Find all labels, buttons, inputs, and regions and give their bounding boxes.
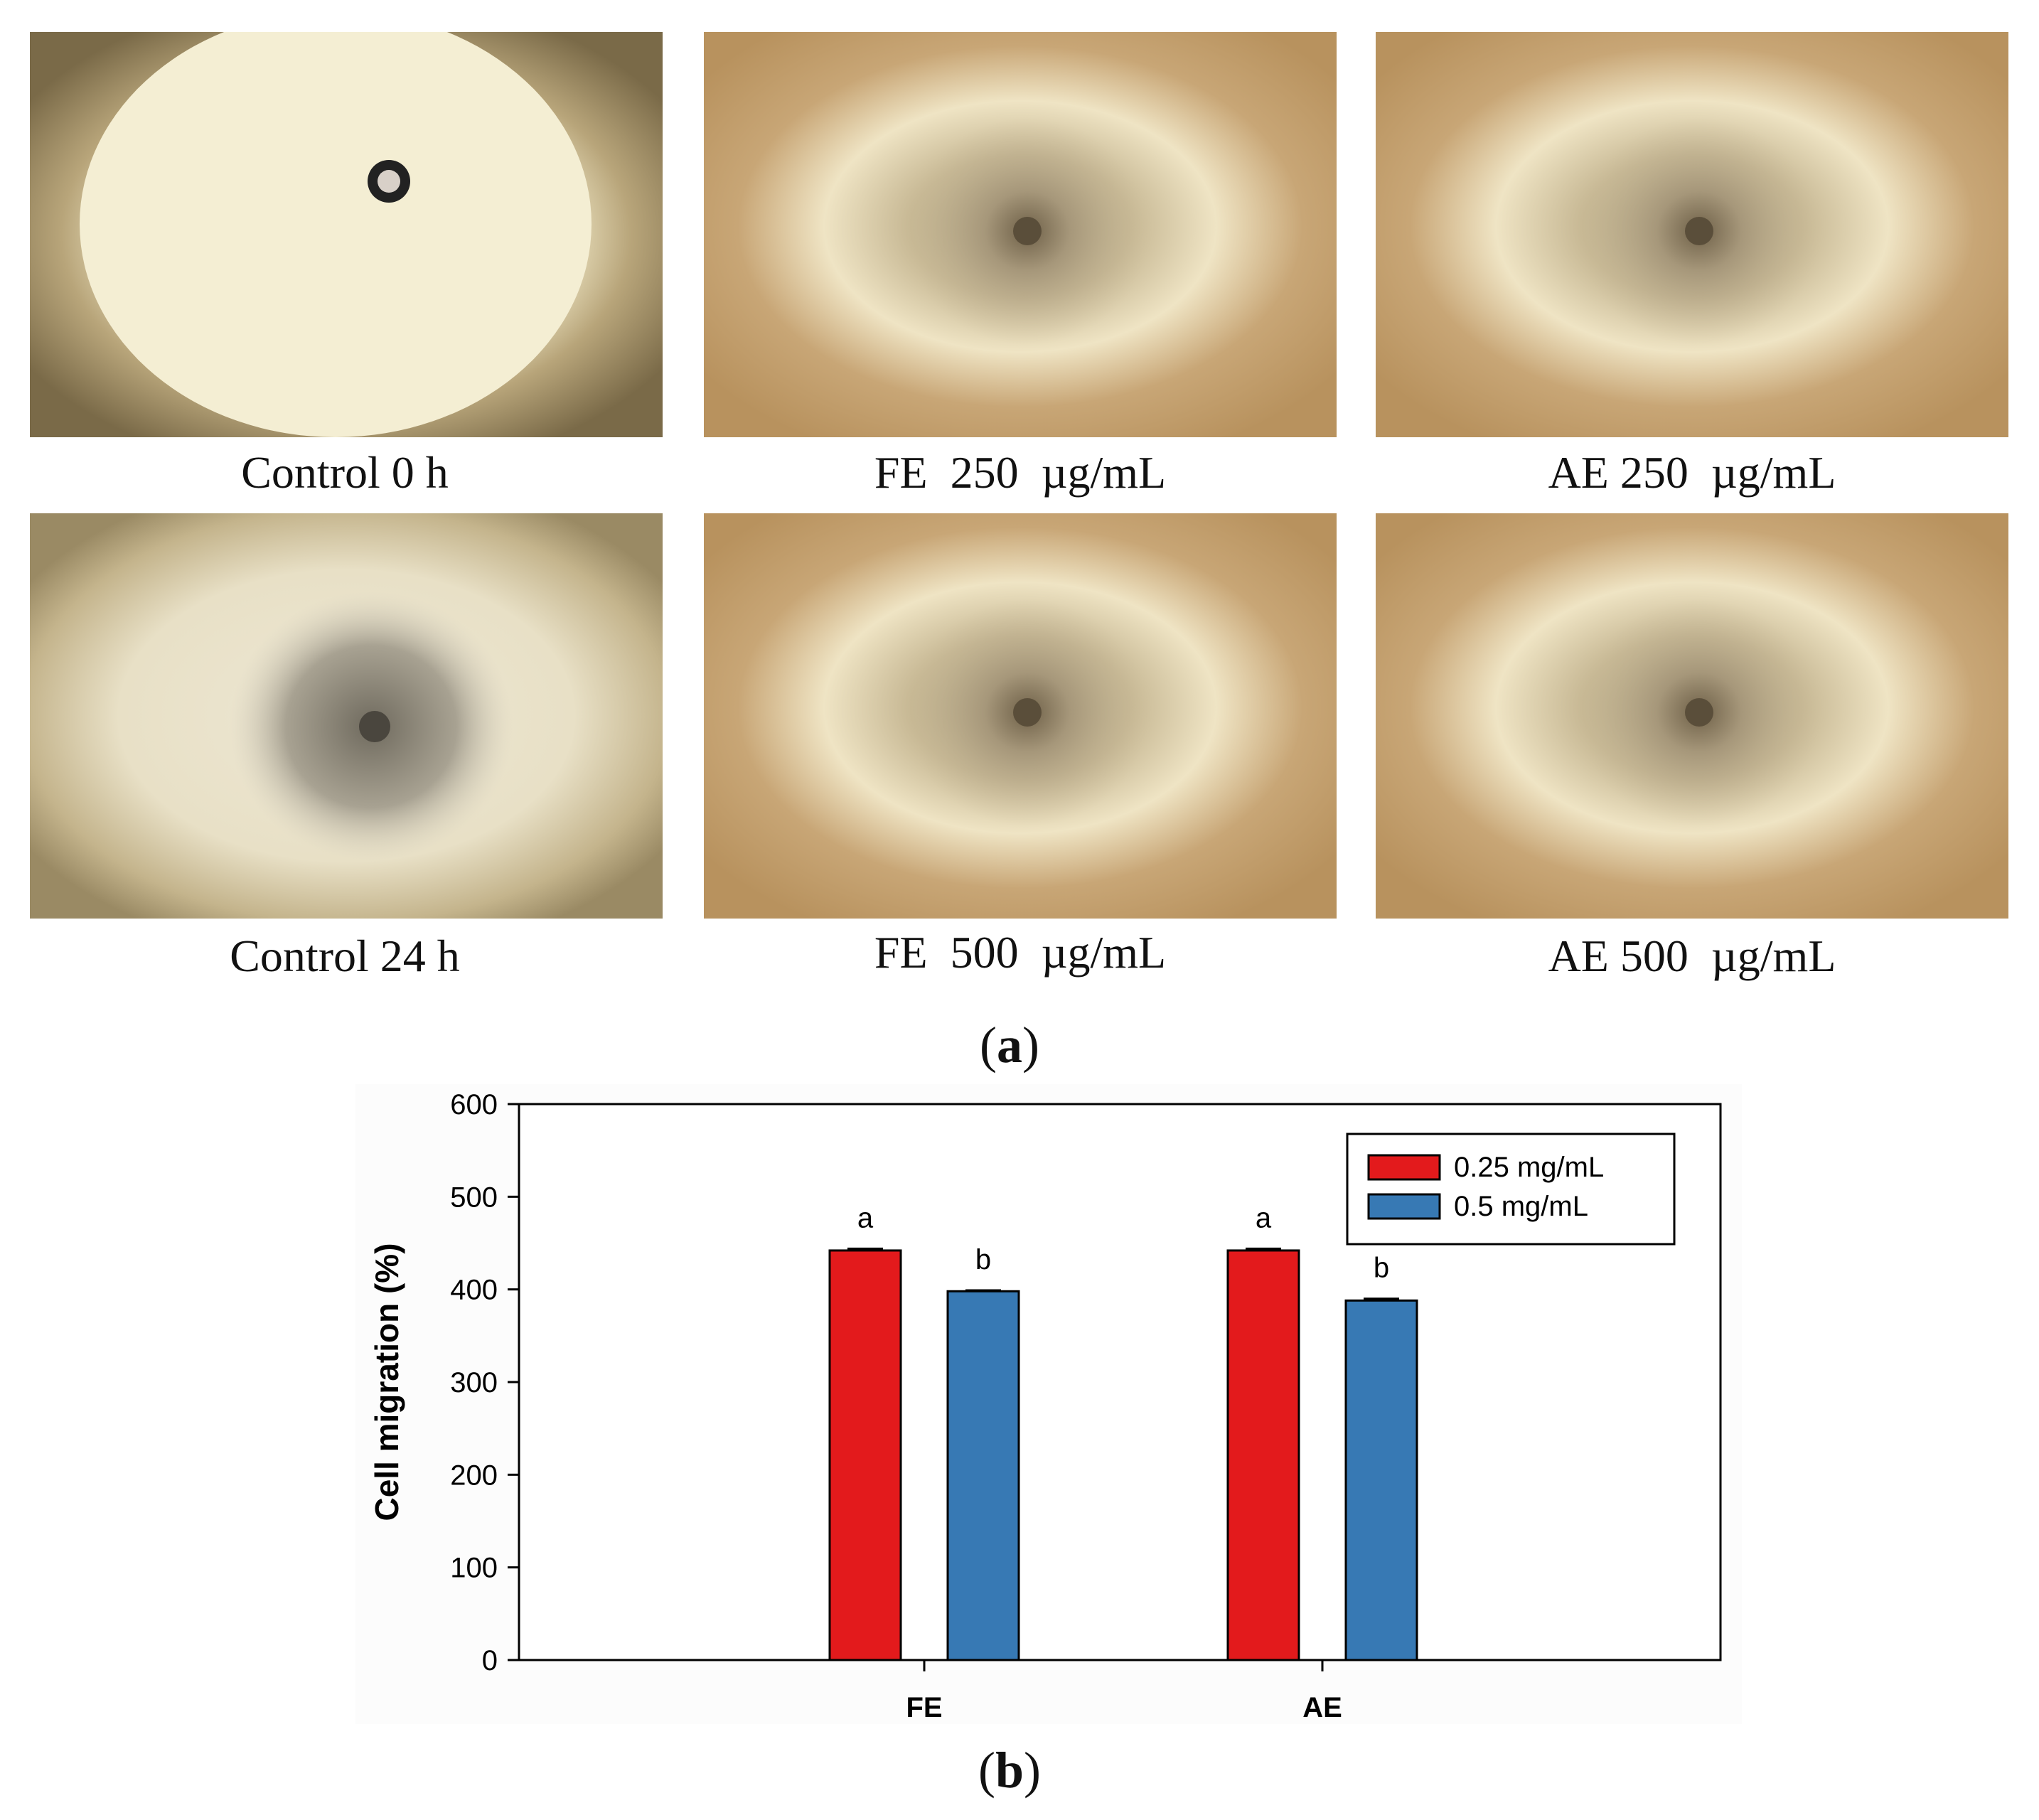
- significance-label-ae-1: a: [1256, 1202, 1272, 1233]
- micro-control-0h-image: [30, 32, 663, 437]
- y-tick-label: 600: [450, 1089, 498, 1120]
- x-tick-label-ae: AE: [1302, 1692, 1342, 1723]
- micro-fe-500: [704, 513, 1337, 919]
- y-tick-label: 0: [482, 1645, 498, 1676]
- panel-a-label: (a): [980, 1017, 1039, 1074]
- legend-label-2: 0.5 mg/mL: [1454, 1191, 1588, 1222]
- bar-fe-series-2: [946, 1290, 1020, 1661]
- micro-ae-500-image: [1376, 513, 2008, 919]
- bar-ae-series-2: [1344, 1299, 1418, 1661]
- legend-box: [1346, 1133, 1676, 1246]
- micro-ae-500: [1376, 513, 2008, 919]
- y-axis-label: Cell migration (%): [368, 1243, 405, 1521]
- y-tick-label: 100: [450, 1553, 498, 1584]
- panel-b-letter: b: [995, 1742, 1024, 1799]
- micro-control-24h: [30, 513, 663, 919]
- micro-ae-250: [1376, 32, 2008, 437]
- legend-label-1: 0.25 mg/mL: [1454, 1152, 1604, 1183]
- y-tick-label: 500: [450, 1182, 498, 1213]
- micro-fe-250: [704, 32, 1337, 437]
- panel-b-label: (b): [978, 1742, 1041, 1799]
- micro-control-24h-image: [30, 513, 663, 919]
- micro-control-0h: [30, 32, 663, 437]
- significance-label-fe-2: b: [975, 1244, 991, 1275]
- bar-ae-series-1: [1226, 1249, 1300, 1661]
- caption-fe-250: FE 250 µg/mL: [874, 447, 1167, 498]
- x-tick-label-fe: FE: [906, 1692, 942, 1723]
- caption-fe-500: FE 500 µg/mL: [874, 927, 1167, 978]
- legend-swatch-2: [1367, 1193, 1441, 1220]
- bar-fe-series-1: [828, 1249, 902, 1661]
- panel-a-letter: a: [997, 1017, 1022, 1074]
- significance-label-fe-1: a: [857, 1202, 874, 1233]
- y-tick-label: 300: [450, 1367, 498, 1398]
- caption-ae-500: AE 500 µg/mL: [1548, 931, 1836, 981]
- micro-ae-250-image: [1376, 32, 2008, 437]
- caption-control-0h: Control 0 h: [241, 447, 449, 498]
- y-tick-label: 200: [450, 1460, 498, 1491]
- caption-control-24h: Control 24 h: [230, 931, 460, 981]
- significance-label-ae-2: b: [1374, 1253, 1389, 1284]
- micro-fe-500-image: [704, 513, 1337, 919]
- y-tick-label: 400: [450, 1275, 498, 1306]
- legend-swatch-1: [1367, 1154, 1441, 1181]
- caption-ae-250: AE 250 µg/mL: [1548, 447, 1836, 498]
- micro-fe-250-image: [704, 32, 1337, 437]
